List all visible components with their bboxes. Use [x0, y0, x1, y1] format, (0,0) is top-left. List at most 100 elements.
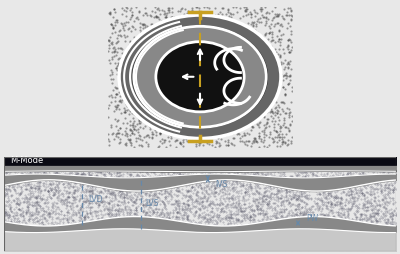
Point	[2, 211, 9, 215]
Point	[76, 200, 83, 204]
Point	[380, 168, 386, 172]
Point	[256, 229, 262, 233]
Point	[53, 231, 60, 235]
Point	[259, 222, 266, 226]
Point	[210, 83, 217, 87]
Point	[140, 215, 147, 219]
Point	[174, 232, 181, 236]
Point	[131, 98, 137, 102]
Point	[175, 204, 182, 208]
Point	[182, 110, 189, 114]
Point	[276, 48, 282, 52]
Point	[378, 244, 384, 248]
Point	[14, 198, 20, 202]
Point	[62, 185, 68, 189]
Point	[238, 134, 245, 138]
Point	[86, 171, 93, 175]
Point	[77, 207, 84, 211]
Point	[58, 167, 65, 171]
Point	[286, 161, 292, 165]
Point	[350, 201, 356, 205]
Point	[124, 215, 131, 219]
Point	[213, 156, 220, 160]
Point	[78, 169, 84, 173]
Point	[325, 192, 332, 196]
Point	[286, 75, 292, 79]
Point	[10, 237, 16, 241]
Point	[242, 67, 249, 71]
Point	[160, 125, 167, 130]
Point	[218, 64, 225, 68]
Point	[23, 187, 30, 191]
Point	[248, 215, 254, 219]
Point	[224, 193, 230, 197]
Point	[361, 192, 368, 196]
Point	[222, 167, 228, 171]
Point	[153, 206, 159, 210]
Point	[98, 224, 104, 228]
Point	[89, 205, 96, 209]
Point	[335, 167, 341, 171]
Point	[86, 172, 92, 176]
Point	[170, 211, 176, 215]
Point	[366, 243, 373, 247]
Point	[118, 111, 124, 115]
Point	[119, 7, 126, 11]
Point	[286, 204, 293, 209]
Point	[256, 125, 263, 130]
Point	[247, 184, 254, 188]
Point	[117, 225, 123, 229]
Point	[84, 199, 91, 203]
Point	[133, 140, 140, 144]
Point	[382, 239, 388, 243]
Point	[267, 106, 273, 110]
Point	[37, 217, 44, 221]
Point	[134, 91, 140, 95]
Point	[135, 224, 141, 228]
Point	[162, 231, 168, 235]
Point	[384, 200, 390, 204]
Point	[175, 190, 181, 194]
Point	[117, 137, 124, 141]
Point	[34, 170, 41, 174]
Point	[188, 194, 194, 198]
Point	[137, 60, 144, 64]
Point	[182, 222, 189, 226]
Point	[214, 28, 220, 32]
Point	[17, 192, 23, 196]
Point	[34, 196, 41, 200]
Point	[329, 237, 335, 242]
Point	[257, 17, 264, 21]
Point	[210, 202, 216, 206]
Point	[392, 175, 398, 179]
Point	[73, 157, 79, 161]
Point	[250, 25, 256, 29]
Point	[353, 238, 359, 242]
Point	[244, 212, 250, 216]
Point	[257, 211, 263, 215]
Point	[154, 210, 160, 214]
Point	[44, 177, 51, 181]
Point	[48, 186, 55, 190]
Point	[261, 226, 267, 230]
Point	[338, 231, 344, 235]
Point	[381, 185, 387, 189]
Point	[264, 37, 271, 41]
Point	[80, 215, 87, 219]
Point	[248, 123, 254, 128]
Point	[379, 230, 386, 234]
Point	[138, 228, 144, 232]
Point	[333, 228, 339, 232]
Point	[338, 223, 344, 227]
Point	[252, 25, 259, 29]
Point	[74, 162, 81, 166]
Point	[236, 201, 242, 205]
Point	[242, 190, 248, 195]
Point	[104, 207, 111, 211]
Point	[55, 174, 61, 178]
Point	[200, 217, 206, 221]
Point	[224, 169, 231, 173]
Point	[225, 230, 231, 234]
Point	[218, 90, 224, 94]
Point	[349, 195, 355, 199]
